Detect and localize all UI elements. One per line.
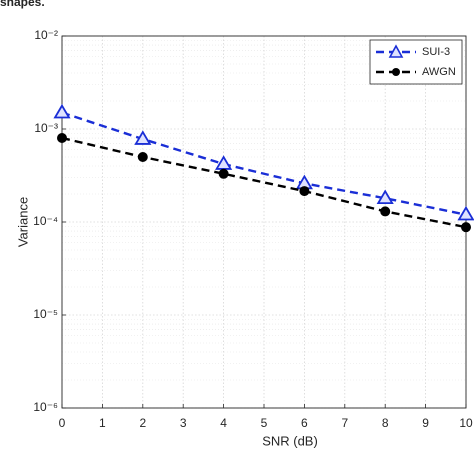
marker [53, 103, 71, 119]
marker [299, 186, 310, 197]
plot-frame [61, 35, 467, 409]
x-tick-label: 3 [180, 416, 187, 430]
legend-label: AWGN [422, 66, 456, 78]
marker [218, 168, 229, 179]
y-tick-label: 10⁻⁵ [33, 307, 58, 321]
x-tick-label: 4 [220, 416, 227, 430]
x-tick-label: 7 [341, 416, 348, 430]
x-tick-label: 8 [382, 416, 389, 430]
caption: shapes. [0, 0, 45, 9]
marker [137, 151, 148, 162]
marker [134, 130, 152, 145]
marker [461, 222, 471, 233]
marker [380, 206, 391, 217]
legend-marker [392, 68, 400, 76]
y-tick-label: 10⁻³ [34, 121, 58, 135]
marker [376, 189, 394, 205]
legend-marker [388, 44, 404, 58]
x-axis-label: SNR (dB) [262, 433, 318, 448]
y-tick-label: 10⁻⁶ [33, 400, 58, 414]
legend [369, 39, 463, 85]
y-axis-label: Variance [15, 197, 30, 247]
marker [215, 155, 233, 170]
x-tick-label: 10 [459, 416, 473, 430]
series-line [61, 111, 467, 216]
y-tick-label: 10⁻² [34, 28, 58, 42]
x-tick-label: 2 [139, 416, 146, 430]
legend-label: SUI-3 [422, 46, 450, 58]
x-tick-label: 1 [99, 416, 106, 430]
x-tick-label: 9 [422, 416, 429, 430]
x-tick-label: 5 [261, 416, 268, 430]
series-line [61, 136, 467, 229]
x-tick-label: 6 [301, 416, 308, 430]
x-tick-label: 0 [59, 416, 66, 430]
marker [57, 133, 67, 144]
marker [457, 205, 474, 221]
y-tick-label: 10⁻⁴ [33, 214, 58, 228]
